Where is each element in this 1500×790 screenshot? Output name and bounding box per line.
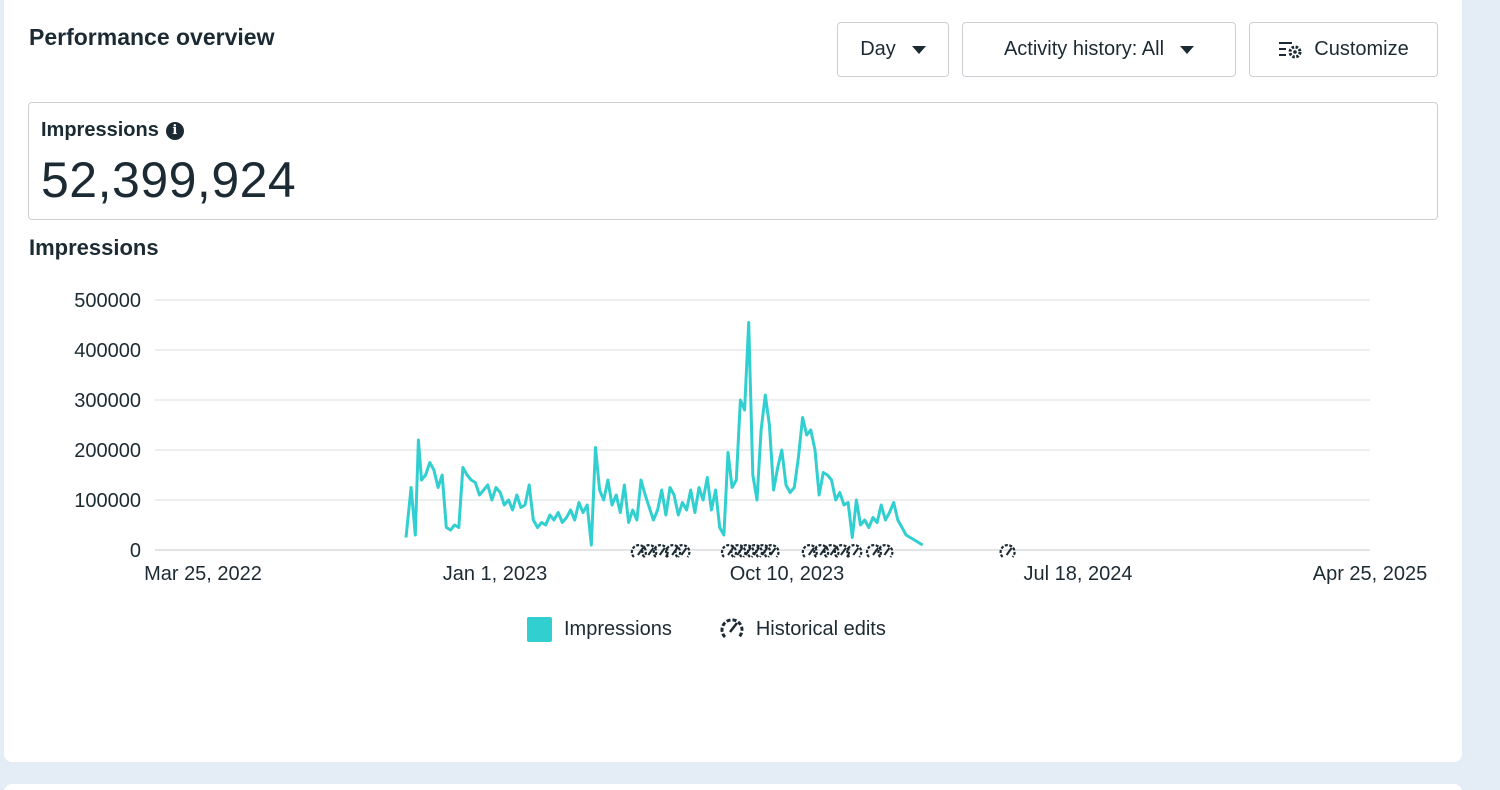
historical-edit-marker — [846, 544, 863, 558]
edit-marker-arc — [720, 544, 738, 558]
historical-edit-marker — [763, 544, 780, 558]
historical-edit-marker — [674, 544, 691, 558]
edit-marker-needle — [1005, 547, 1013, 556]
edit-marker-arc — [833, 544, 850, 558]
historical-edit-marker — [746, 544, 763, 558]
edit-marker-needle — [819, 547, 827, 556]
x-tick-label: Jan 1, 2023 — [443, 563, 548, 585]
x-tick-label: Apr 25, 2025 — [1313, 563, 1428, 585]
y-tick-label: 400000 — [74, 340, 141, 362]
legend-item-impressions[interactable]: Impressions — [527, 616, 672, 642]
historical-edit-marker — [877, 544, 894, 558]
edit-marker-needle — [883, 547, 891, 556]
next-card — [4, 784, 1462, 790]
historical-edit-marker — [865, 544, 883, 558]
historical-edit-marker — [833, 544, 850, 558]
impressions-metric-box: Impressions i 52,399,924 — [28, 102, 1438, 220]
y-tick-label: 100000 — [74, 490, 141, 512]
edit-marker-arc — [755, 544, 772, 558]
edit-marker-arc — [652, 544, 669, 558]
activity-history-label: Activity history: All — [1003, 38, 1165, 60]
historical-edit-marker — [652, 544, 669, 558]
edit-marker-arc — [823, 544, 840, 558]
legend-label-impressions: Impressions — [564, 617, 672, 640]
x-tick-label: Jul 18, 2024 — [1024, 563, 1133, 585]
historical-edit-marker — [730, 544, 747, 558]
customize-gear-icon — [1279, 41, 1302, 58]
edit-marker-arc — [641, 544, 658, 558]
x-tick-label: Mar 25, 2022 — [144, 563, 262, 585]
metric-value: 52,399,924 — [41, 152, 297, 208]
edit-marker-arc — [865, 544, 883, 558]
edit-marker-arc — [763, 544, 780, 558]
edit-marker-needle — [829, 547, 837, 556]
edit-marker-needle — [637, 547, 644, 556]
edit-marker-needle — [680, 547, 688, 556]
y-tick-label: 300000 — [74, 390, 141, 412]
day-dropdown-label: Day — [860, 38, 896, 60]
info-icon[interactable]: i — [165, 121, 184, 140]
edit-marker-needle — [852, 547, 860, 556]
edit-marker-needle — [647, 547, 655, 556]
edit-marker-arc — [630, 544, 647, 558]
edit-marker-arc — [813, 544, 830, 558]
legend-swatch — [527, 616, 552, 642]
historical-edit-marker — [630, 544, 647, 558]
edit-marker-arc — [738, 544, 755, 558]
edit-marker-needle — [872, 547, 879, 556]
historical-edit-marker — [738, 544, 755, 558]
edit-marker-arc — [801, 544, 818, 558]
historical-edit-marker — [813, 544, 830, 558]
chart-legend: Impressions Historical edits — [527, 615, 886, 643]
historical-edit-icon — [720, 618, 744, 639]
edit-marker-needle — [769, 547, 777, 556]
page-title: Performance overview — [29, 24, 275, 50]
edit-marker-arc — [999, 544, 1016, 558]
edit-marker-needle — [840, 547, 847, 556]
edit-marker-arc — [674, 544, 691, 558]
edit-marker-arc — [746, 544, 763, 558]
legend-item-historical-edits[interactable]: Historical edits — [672, 615, 886, 643]
historical-edit-marker — [999, 544, 1016, 558]
customize-button[interactable]: Customize — [1249, 22, 1438, 77]
historical-edit-marker — [755, 544, 772, 558]
performance-card — [4, 0, 1462, 762]
activity-history-dropdown[interactable]: Activity history: All — [962, 22, 1236, 77]
metric-label-text: Impressions — [41, 119, 159, 141]
edit-marker-arc — [665, 544, 682, 558]
y-tick-label: 200000 — [74, 440, 141, 462]
historical-edit-marker — [823, 544, 840, 558]
caret-down-icon — [911, 45, 926, 54]
x-tick-label: Oct 10, 2023 — [730, 563, 845, 585]
legend-label-edits: Historical edits — [755, 617, 886, 640]
edit-marker-arc — [846, 544, 863, 558]
impressions-series-line — [404, 321, 924, 547]
historical-edit-marker — [641, 544, 658, 558]
edit-marker-needle — [658, 547, 666, 556]
y-tick-label: 0 — [130, 540, 141, 562]
historical-edit-marker — [801, 544, 818, 558]
metric-label: Impressions i — [41, 119, 184, 142]
customize-label: Customize — [1314, 38, 1409, 60]
caret-down-icon — [1180, 45, 1195, 54]
day-dropdown[interactable]: Day — [837, 22, 949, 77]
edit-marker-needle — [807, 547, 815, 556]
chart-title: Impressions — [29, 235, 159, 260]
edit-marker-arc — [877, 544, 894, 558]
y-tick-label: 500000 — [74, 290, 141, 312]
edit-marker-arc — [730, 544, 747, 558]
